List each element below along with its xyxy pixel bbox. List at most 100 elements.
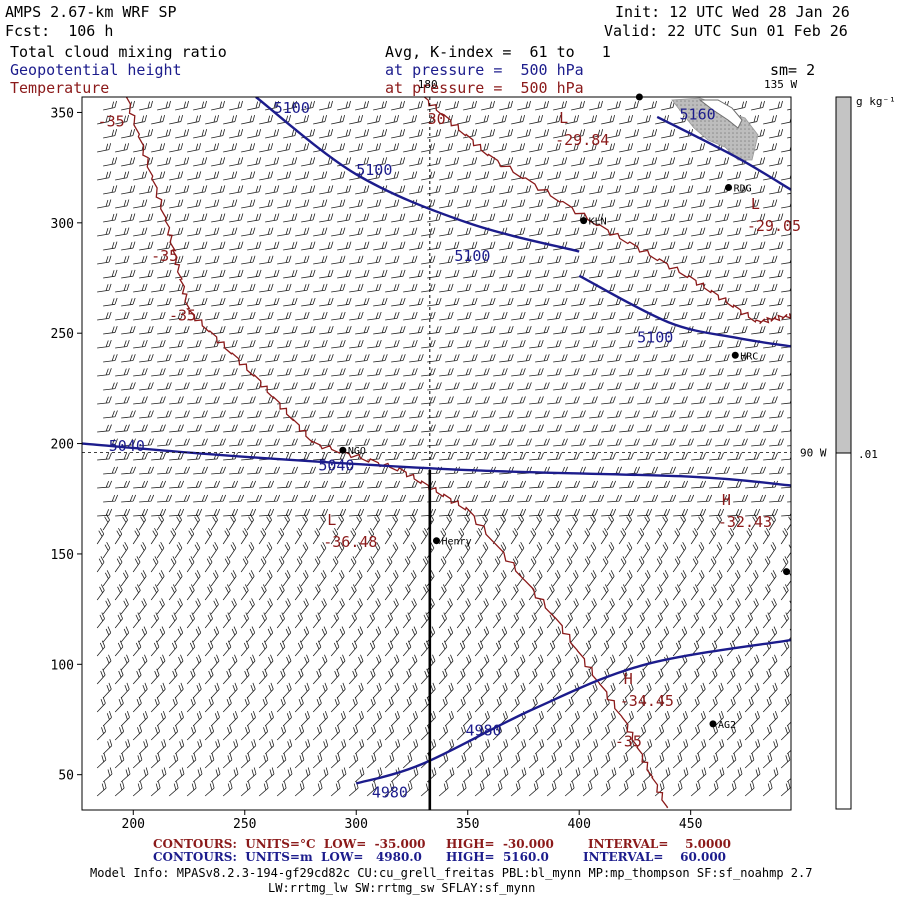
wind-barb-stroke — [97, 283, 112, 293]
wind-barb-stroke — [619, 283, 634, 293]
wind-barb-stroke — [427, 241, 442, 251]
wind-barb — [403, 255, 418, 265]
wind-barb-stroke — [211, 129, 226, 139]
wind-barb-stroke — [121, 297, 136, 307]
wind-barb — [529, 143, 544, 153]
wind-barb-stroke — [427, 157, 442, 167]
wind-barb — [733, 269, 748, 279]
wind-barb-stroke — [355, 185, 370, 195]
station-label: HRC — [740, 351, 758, 362]
pressure-level-temperature: at pressure = 500 hPa — [385, 79, 584, 97]
wind-barb-stroke — [589, 129, 604, 139]
wind-barb-stroke — [679, 297, 694, 307]
wind-barb — [697, 269, 712, 279]
wind-barb — [193, 129, 208, 139]
wind-barb-stroke — [121, 269, 136, 279]
wind-barb-stroke — [121, 213, 136, 223]
wind-barb — [385, 283, 400, 293]
wind-barb-stroke — [409, 241, 424, 251]
wind-barb-stroke — [529, 199, 544, 209]
wind-barb-stroke — [511, 199, 526, 209]
wind-barb-stroke — [247, 185, 262, 195]
extremum-value: -36.48 — [323, 533, 377, 551]
wind-barb-stroke — [385, 114, 400, 125]
wind-barb — [283, 297, 298, 307]
wind-barb — [115, 255, 130, 265]
wind-barb-stroke — [643, 157, 658, 167]
wind-barb — [499, 129, 514, 139]
wind-barb — [247, 213, 262, 223]
wind-barb — [247, 157, 262, 167]
wind-barb-stroke — [139, 213, 154, 223]
wind-barb — [763, 255, 778, 265]
wind-barb — [115, 143, 130, 153]
wind-barb — [673, 283, 688, 293]
wind-barb-stroke — [193, 157, 208, 167]
wind-barb — [391, 297, 406, 307]
wind-barb-stroke — [247, 100, 261, 111]
low-marker: L — [559, 109, 568, 127]
wind-barb — [661, 185, 676, 195]
wind-barb — [385, 227, 400, 237]
wind-barb-stroke — [187, 311, 202, 321]
wind-barb — [637, 199, 652, 209]
wind-barb-stroke — [673, 283, 688, 293]
wind-barb-stroke — [133, 283, 148, 293]
wind-barb — [313, 283, 328, 293]
wind-barb — [409, 157, 424, 167]
wind-barb — [655, 171, 670, 181]
k-index-range: Avg, K-index = 61 to 1 — [385, 43, 611, 61]
wind-barb — [463, 185, 478, 195]
wind-barb — [691, 171, 706, 181]
wind-barb-stroke — [409, 185, 424, 195]
wind-barb — [373, 100, 387, 111]
wind-barb — [241, 143, 256, 153]
wind-barb-stroke — [691, 255, 706, 265]
wind-barb-stroke — [751, 269, 766, 279]
wind-barb-stroke — [409, 269, 424, 279]
wind-barb — [457, 143, 472, 153]
wind-barb — [763, 283, 778, 293]
wind-barb — [787, 297, 791, 307]
wind-barb — [385, 143, 400, 153]
wind-barb — [265, 157, 280, 167]
wind-barb — [607, 185, 622, 195]
wind-barb — [151, 114, 166, 125]
wind-barb-stroke — [247, 157, 262, 167]
wind-barb-stroke — [787, 100, 791, 111]
wind-barb — [565, 255, 580, 265]
colorbar-clear — [835, 452, 852, 810]
wind-barb — [391, 100, 405, 111]
wind-barb — [787, 213, 791, 223]
smoothing-value: sm= 2 — [770, 61, 816, 79]
wind-barb — [355, 297, 370, 307]
wind-barb — [697, 213, 712, 223]
wind-barb — [301, 129, 316, 139]
wind-barb-stroke — [727, 283, 742, 293]
wind-barb-stroke — [619, 255, 634, 265]
wind-barb — [355, 157, 370, 167]
wind-barb-stroke — [385, 283, 400, 293]
wind-barb-stroke — [187, 227, 202, 237]
wind-barb-stroke — [643, 241, 658, 251]
wind-barb — [265, 213, 280, 223]
wind-barb-stroke — [643, 129, 658, 139]
wind-barb — [241, 114, 256, 125]
wind-barb — [673, 171, 688, 181]
wind-barb-stroke — [763, 114, 778, 125]
wind-barb — [499, 100, 513, 111]
station-label: RDG — [734, 184, 752, 195]
wind-barb-stroke — [553, 157, 568, 167]
wind-barb-stroke — [493, 283, 508, 293]
wind-barb-stroke — [265, 129, 280, 139]
wind-barb-stroke — [295, 227, 310, 237]
wind-barb-stroke — [475, 199, 490, 209]
wind-barb — [133, 311, 148, 321]
wind-barb-stroke — [445, 185, 460, 195]
wind-barb-stroke — [751, 100, 765, 111]
wind-barb-stroke — [349, 199, 364, 209]
wind-barb — [103, 241, 118, 251]
wind-barb-stroke — [391, 100, 405, 111]
wind-barb — [499, 213, 514, 223]
wind-barb-stroke — [745, 227, 760, 237]
